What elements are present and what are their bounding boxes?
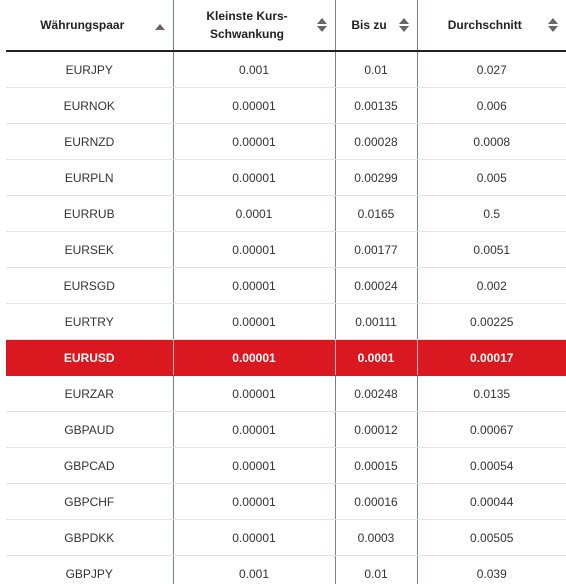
column-header-min-fluctuation-label: Kleinste Kurs-Schwankung [206, 9, 288, 41]
cell-min-fluctuation: 0.00001 [172, 519, 335, 556]
sort-icon[interactable] [398, 17, 409, 33]
cell-min-fluctuation: 0.00001 [172, 159, 335, 196]
cell-average: 0.006 [416, 87, 566, 124]
cell-pair: GBPAUD [6, 411, 173, 448]
table-body: EURJPY 0.001 0.01 0.027 EURNOK 0.00001 0.00135… [6, 51, 566, 584]
table-row[interactable]: EURJPY 0.001 0.01 0.027 [6, 51, 566, 88]
cell-pair: GBPCHF [6, 483, 173, 520]
table-row[interactable]: EURPLN 0.00001 0.00299 0.005 [6, 159, 566, 196]
cell-up-to: 0.00015 [334, 447, 417, 484]
cell-pair: EURJPY [6, 51, 173, 88]
column-header-pair[interactable]: Währungspaar [6, 0, 173, 52]
cell-min-fluctuation: 0.00001 [172, 87, 335, 124]
column-header-average[interactable]: Durchschnitt [416, 0, 566, 52]
cell-average: 0.00054 [416, 447, 566, 484]
cell-up-to: 0.00024 [334, 267, 417, 304]
column-header-average-label: Durchschnitt [447, 18, 522, 32]
column-header-min-fluctuation[interactable]: Kleinste Kurs-Schwankung [172, 0, 335, 52]
cell-up-to: 0.00016 [334, 483, 417, 520]
table-row[interactable]: GBPDKK 0.00001 0.0003 0.00505 [6, 519, 566, 556]
cell-pair: EURSGD [6, 267, 173, 304]
header-row: Währungspaar Kleinste Kurs-Schwankung Bi… [6, 0, 566, 52]
cell-up-to: 0.0165 [334, 195, 417, 232]
cell-average: 0.5 [416, 195, 566, 232]
cell-up-to: 0.01 [334, 51, 417, 88]
cell-min-fluctuation: 0.00001 [172, 267, 335, 304]
currency-pairs-table: Währungspaar Kleinste Kurs-Schwankung Bi… [6, 0, 566, 584]
cell-pair: EURSEK [6, 231, 173, 268]
cell-up-to: 0.00012 [334, 411, 417, 448]
table-header: Währungspaar Kleinste Kurs-Schwankung Bi… [6, 0, 566, 52]
table-row[interactable]: EURTRY 0.00001 0.00111 0.00225 [6, 303, 566, 340]
cell-pair: EURRUB [6, 195, 173, 232]
sort-icon[interactable] [316, 17, 327, 33]
cell-min-fluctuation: 0.0001 [172, 195, 335, 232]
table-row[interactable]: EURSEK 0.00001 0.00177 0.0051 [6, 231, 566, 268]
table-row[interactable]: EURNOK 0.00001 0.00135 0.006 [6, 87, 566, 124]
table-row[interactable]: GBPCAD 0.00001 0.00015 0.00054 [6, 447, 566, 484]
column-header-pair-label: Währungspaar [40, 18, 125, 32]
cell-pair: EURPLN [6, 159, 173, 196]
cell-up-to: 0.00135 [334, 87, 417, 124]
cell-average: 0.002 [416, 267, 566, 304]
cell-min-fluctuation: 0.00001 [172, 123, 335, 160]
cell-average: 0.00044 [416, 483, 566, 520]
cell-average: 0.039 [416, 555, 566, 584]
table-row[interactable]: EURSGD 0.00001 0.00024 0.002 [6, 267, 566, 304]
cell-average: 0.00067 [416, 411, 566, 448]
table-row[interactable]: GBPJPY 0.001 0.01 0.039 [6, 555, 566, 584]
cell-min-fluctuation: 0.001 [172, 555, 335, 584]
cell-pair: EURNOK [6, 87, 173, 124]
cell-min-fluctuation: 0.00001 [172, 303, 335, 340]
table-row[interactable]: GBPCHF 0.00001 0.00016 0.00044 [6, 483, 566, 520]
cell-min-fluctuation: 0.00001 [172, 411, 335, 448]
cell-up-to: 0.0001 [334, 339, 417, 376]
cell-min-fluctuation: 0.001 [172, 51, 335, 88]
cell-pair: EURZAR [6, 375, 173, 412]
column-header-up-to[interactable]: Bis zu [334, 0, 417, 52]
cell-up-to: 0.00028 [334, 123, 417, 160]
cell-min-fluctuation: 0.00001 [172, 447, 335, 484]
table-row[interactable]: EURNZD 0.00001 0.00028 0.0008 [6, 123, 566, 160]
cell-pair: EURTRY [6, 303, 173, 340]
sort-icon[interactable] [548, 17, 558, 33]
cell-up-to: 0.00177 [334, 231, 417, 268]
cell-pair: GBPDKK [6, 519, 173, 556]
cell-average: 0.0008 [416, 123, 566, 160]
table-row[interactable]: GBPAUD 0.00001 0.00012 0.00067 [6, 411, 566, 448]
cell-average: 0.0051 [416, 231, 566, 268]
cell-average: 0.005 [416, 159, 566, 196]
table-row[interactable]: EURRUB 0.0001 0.0165 0.5 [6, 195, 566, 232]
cell-min-fluctuation: 0.00001 [172, 375, 335, 412]
cell-average: 0.00505 [416, 519, 566, 556]
cell-pair: EURUSD [6, 339, 173, 376]
cell-average: 0.0135 [416, 375, 566, 412]
cell-min-fluctuation: 0.00001 [172, 483, 335, 520]
cell-average: 0.00017 [416, 339, 566, 376]
cell-up-to: 0.01 [334, 555, 417, 584]
cell-average: 0.00225 [416, 303, 566, 340]
sort-asc-icon[interactable] [154, 19, 165, 35]
cell-average: 0.027 [416, 51, 566, 88]
cell-min-fluctuation: 0.00001 [172, 231, 335, 268]
cell-pair: GBPCAD [6, 447, 173, 484]
table-row[interactable]: EURUSD 0.00001 0.0001 0.00017 [6, 339, 566, 376]
cell-pair: GBPJPY [6, 555, 173, 584]
cell-up-to: 0.00111 [334, 303, 417, 340]
cell-pair: EURNZD [6, 123, 173, 160]
column-header-up-to-label: Bis zu [351, 18, 387, 32]
cell-up-to: 0.00299 [334, 159, 417, 196]
cell-up-to: 0.00248 [334, 375, 417, 412]
cell-min-fluctuation: 0.00001 [172, 339, 335, 376]
cell-up-to: 0.0003 [334, 519, 417, 556]
table-row[interactable]: EURZAR 0.00001 0.00248 0.0135 [6, 375, 566, 412]
